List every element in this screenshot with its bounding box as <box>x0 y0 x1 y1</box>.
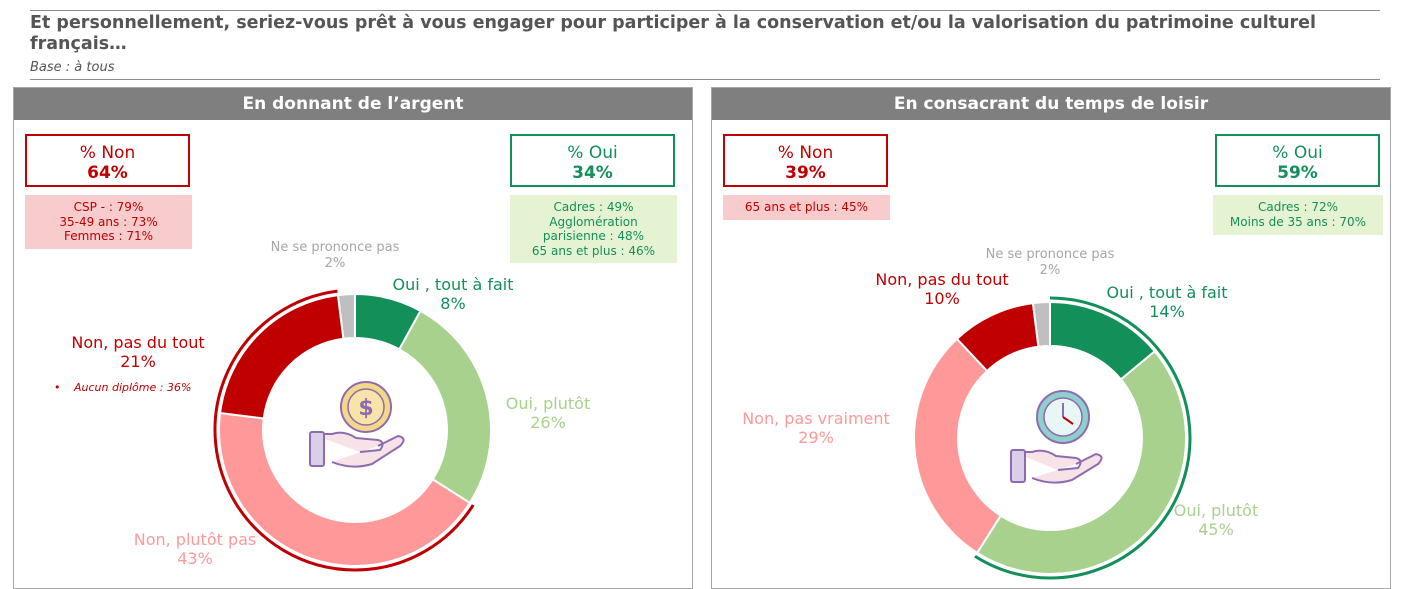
detail-line: Cadres : 72% <box>1258 200 1338 214</box>
oui-total-arc <box>974 296 1192 580</box>
kpi-non-details: 65 ans et plus : 45% <box>723 195 890 220</box>
kpi-oui-box: % Oui 34% <box>510 134 675 187</box>
detail-line: 65 ans et plus : 46% <box>531 243 656 258</box>
label-name: Oui , tout à fait <box>392 275 514 294</box>
label-non-pas-du-tout: Non, pas du tout 10% <box>875 270 1008 308</box>
label-oui-tout-a-fait: Oui , tout à fait 14% <box>1106 283 1227 321</box>
kpi-oui-value: 59% <box>1277 163 1318 183</box>
non-total-arc <box>213 289 475 572</box>
slice-non-plutot-pas <box>218 411 472 567</box>
slice-nspp <box>336 292 356 340</box>
slice-nspp <box>1031 300 1051 348</box>
label-name: Oui , tout à fait <box>1106 283 1228 302</box>
label-oui-plutot: Oui, plutôt 45% <box>1174 501 1258 539</box>
label-name: Oui, plutôt <box>505 394 591 413</box>
label-value: 26% <box>530 413 566 432</box>
label-value: 2% <box>1039 263 1061 278</box>
kpi-non-value: 39% <box>785 163 826 183</box>
label-name: Non, plutôt pas <box>133 530 257 549</box>
detail-line: parisienne : 48% <box>542 229 645 243</box>
money-hand-icon: $ <box>309 381 405 468</box>
label-value: 43% <box>177 549 213 568</box>
kpi-oui-details: Cadres : 72% Moins de 35 ans : 70% <box>1213 195 1383 235</box>
panel-title: En donnant de l’argent <box>14 88 692 120</box>
kpi-oui-box: % Oui 59% <box>1215 134 1380 187</box>
slice-non-plutot-pas <box>913 337 1003 555</box>
top-rule <box>30 10 1380 11</box>
clock-hand-icon <box>1010 390 1103 484</box>
label-value: 14% <box>1149 302 1185 321</box>
kpi-non-value: 64% <box>87 163 128 183</box>
question-title: Et personnellement, seriez-vous prêt à v… <box>30 13 1317 54</box>
detail-line: Cadres : 49% <box>553 200 634 214</box>
label-name: Non, pas vraiment <box>742 409 890 428</box>
base-note: Base : à tous <box>30 60 115 75</box>
detail-line: CSP - : 79% <box>73 200 144 214</box>
slice-oui-plutot <box>397 309 492 505</box>
note-aucun-diplome: Aucun diplôme : 36% <box>74 381 192 394</box>
kpi-oui-label: % Oui <box>567 143 618 163</box>
slice-oui-plutot <box>975 349 1187 576</box>
label-value: 10% <box>924 289 960 308</box>
title-rule <box>30 79 1380 80</box>
kpi-non-label: % Non <box>777 143 834 163</box>
label-value: 21% <box>120 352 156 371</box>
label-name: Ne se prononce pas <box>270 240 400 255</box>
panel-title: En consacrant du temps de loisir <box>712 88 1390 120</box>
slice-non-pas-du-tout <box>218 293 345 420</box>
kpi-oui-details: Cadres : 49% Agglomération parisienne : … <box>510 195 677 263</box>
detail-line: 35-49 ans : 73% <box>59 214 158 229</box>
kpi-oui-label: % Oui <box>1272 143 1323 163</box>
detail-line: Femmes : 71% <box>64 229 153 243</box>
label-name: Oui, plutôt <box>1173 501 1259 520</box>
label-name: Ne se prononce pas <box>985 247 1115 262</box>
kpi-non-details: CSP - : 79% 35-49 ans : 73% Femmes : 71% <box>25 195 192 249</box>
label-non-pas-du-tout: Non, pas du tout 21% <box>71 333 204 371</box>
kpi-oui-value: 34% <box>572 163 613 183</box>
label-value: 29% <box>798 428 834 447</box>
label-oui-tout-a-fait: Oui , tout à fait 8% <box>392 275 513 313</box>
label-name: Non, pas du tout <box>71 333 205 352</box>
label-value: 2% <box>324 256 346 271</box>
detail-line: Agglomération <box>549 214 638 229</box>
label-value: 8% <box>440 294 466 313</box>
kpi-non-label: % Non <box>79 143 136 163</box>
detail-line: 65 ans et plus : 45% <box>744 200 869 214</box>
kpi-non-box: % Non 39% <box>723 134 888 187</box>
label-oui-plutot: Oui, plutôt 26% <box>506 394 590 432</box>
label-nspp: Ne se prononce pas 2% <box>271 240 400 272</box>
detail-line: Moins de 35 ans : 70% <box>1229 214 1367 229</box>
label-non-plutot-pas: Non, plutôt pas 43% <box>134 530 257 568</box>
label-nspp: Ne se prononce pas 2% <box>986 247 1115 279</box>
label-value: 45% <box>1198 520 1234 539</box>
kpi-non-box: % Non 64% <box>25 134 190 187</box>
label-non-pas-vraiment: Non, pas vraiment 29% <box>742 409 890 447</box>
svg-text:$: $ <box>358 396 373 421</box>
label-name: Non, pas du tout <box>875 270 1009 289</box>
note-bullet: • <box>54 381 61 394</box>
